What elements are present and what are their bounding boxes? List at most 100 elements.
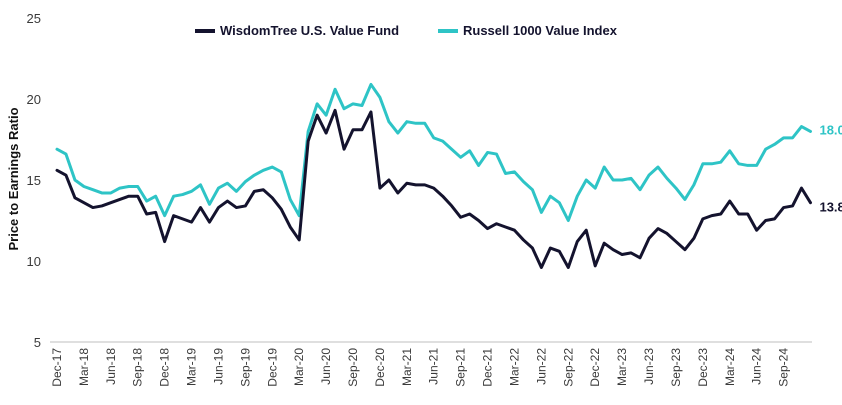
x-tick-label: Jun-23 [642, 348, 656, 385]
point-russell [782, 137, 785, 139]
x-tick-label: Sep-18 [131, 348, 145, 387]
point-wisdomtree [388, 179, 390, 181]
x-tick-label: Sep-19 [238, 348, 252, 387]
point-russell [423, 122, 426, 125]
point-wisdomtree [800, 187, 803, 189]
point-wisdomtree [334, 109, 336, 112]
point-wisdomtree [262, 188, 265, 191]
point-russell [719, 161, 722, 163]
x-tick-label: Sep-22 [561, 348, 575, 387]
point-wisdomtree [450, 205, 453, 207]
point-wisdomtree [782, 206, 785, 209]
point-wisdomtree [136, 195, 139, 197]
point-wisdomtree [737, 213, 740, 215]
point-russell [83, 185, 85, 188]
point-russell [65, 153, 67, 155]
point-russell [549, 195, 552, 197]
end-label-russell: 18.0 [819, 122, 842, 137]
point-russell [800, 125, 803, 128]
point-russell [675, 187, 677, 189]
point-russell [190, 190, 193, 193]
point-russell [630, 177, 632, 180]
point-wisdomtree [540, 266, 543, 269]
point-wisdomtree [235, 206, 238, 209]
line-wisdomtree-value-fund [55, 108, 812, 269]
point-wisdomtree [352, 128, 354, 131]
point-russell [773, 143, 776, 146]
point-russell [101, 192, 103, 194]
point-wisdomtree [576, 240, 579, 243]
point-russell [567, 219, 570, 222]
point-russell [684, 198, 686, 201]
point-wisdomtree [746, 213, 749, 215]
point-russell [531, 188, 534, 191]
point-russell [441, 140, 444, 142]
legend-label-russell: Russell 1000 Value Index [463, 23, 618, 38]
point-wisdomtree [370, 111, 372, 113]
x-tick-label: Mar-20 [292, 348, 306, 386]
point-russell [477, 164, 480, 167]
point-wisdomtree [711, 214, 713, 217]
point-wisdomtree [755, 229, 758, 232]
y-tick-label: 5 [34, 335, 41, 350]
point-wisdomtree [513, 229, 516, 232]
point-russell [118, 187, 121, 189]
point-wisdomtree [280, 208, 283, 210]
series-lines [55, 82, 812, 269]
point-russell [809, 130, 812, 133]
x-tick-label: Dec-19 [265, 348, 279, 387]
point-russell [737, 163, 740, 165]
point-wisdomtree [74, 197, 76, 199]
point-russell [361, 104, 363, 107]
point-russell [92, 188, 94, 191]
x-tick-label: Mar-21 [400, 348, 414, 386]
point-wisdomtree [343, 148, 345, 151]
y-tick-label: 20 [27, 92, 41, 107]
point-wisdomtree [92, 206, 94, 209]
point-wisdomtree [307, 140, 309, 142]
point-russell [397, 132, 399, 134]
point-wisdomtree [594, 265, 596, 267]
point-wisdomtree [423, 184, 426, 186]
point-wisdomtree [406, 182, 408, 185]
x-tick-label: Mar-24 [723, 348, 737, 386]
point-russell [208, 203, 211, 206]
point-wisdomtree [56, 169, 58, 172]
point-wisdomtree [809, 201, 812, 204]
point-wisdomtree [145, 213, 148, 215]
point-russell [56, 148, 58, 151]
point-russell [235, 190, 238, 193]
point-wisdomtree [666, 232, 668, 235]
point-russell [343, 107, 345, 110]
x-tick-label: Jun-18 [104, 348, 118, 385]
point-russell [603, 166, 605, 168]
point-wisdomtree [495, 222, 498, 225]
end-labels: 18.0 13.8 [819, 122, 842, 214]
point-russell [432, 137, 435, 139]
y-tick-label: 10 [27, 254, 41, 269]
point-wisdomtree [621, 253, 623, 256]
point-wisdomtree [612, 248, 614, 251]
point-wisdomtree [172, 214, 175, 217]
point-russell [271, 166, 274, 168]
x-tick-label: Mar-18 [77, 348, 91, 386]
point-russell [154, 195, 157, 197]
point-russell [621, 179, 623, 181]
point-wisdomtree [477, 219, 480, 222]
point-russell [657, 166, 659, 168]
point-wisdomtree [791, 205, 794, 207]
point-wisdomtree [603, 242, 605, 244]
point-wisdomtree [181, 218, 184, 220]
x-tick-label: Dec-20 [373, 348, 387, 387]
point-russell [226, 182, 229, 185]
point-wisdomtree [648, 237, 650, 240]
point-wisdomtree [379, 187, 381, 189]
point-wisdomtree [693, 237, 695, 240]
x-tick-label: Dec-17 [50, 348, 64, 387]
point-wisdomtree [702, 218, 704, 220]
point-wisdomtree [118, 198, 121, 201]
x-tick-label: Mar-23 [615, 348, 629, 386]
point-russell [262, 169, 265, 172]
line-russell-1000-value [55, 82, 812, 222]
